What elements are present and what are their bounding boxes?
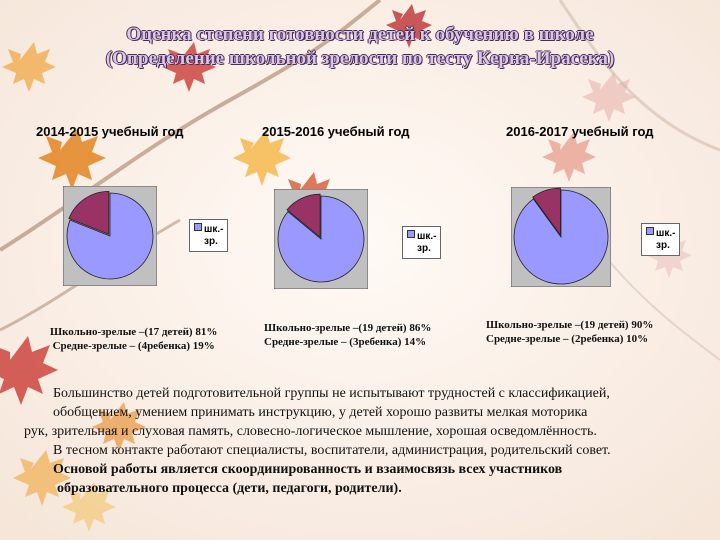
pie-chart-2016 (511, 187, 611, 287)
pie-slice-medium-ready (68, 190, 110, 235)
legend-swatch (194, 223, 202, 231)
paragraph-line: обобщением, умением принимать инструкцию… (53, 405, 588, 420)
chart-title-2016: 2016-2017 учебный год (506, 124, 654, 139)
chart-title-2014: 2014-2015 учебный год (36, 124, 184, 139)
legend-label: зр. (656, 240, 670, 251)
legend-label: шк.- (204, 224, 224, 235)
stats-line: Средне-зрелые – (3ребенка) 14% (264, 336, 427, 348)
stats-line: Школьно-зрелые –(19 детей) 90% (486, 319, 654, 331)
stats-2014: Школьно-зрелые –(17 детей) 81% Средне-зр… (50, 325, 217, 353)
legend-2016: шк.- зр. (641, 223, 681, 256)
page-title-line1: Оценка степени готовности детей к обучен… (126, 24, 594, 45)
pie-slice-medium-ready (532, 187, 561, 237)
legend-swatch (407, 230, 415, 238)
chart-title-2015: 2015-2016 учебный год (262, 124, 410, 139)
paragraph-line: Большинство детей подготовительной групп… (53, 386, 610, 401)
pie-chart-2015 (274, 189, 368, 289)
pie-slice-school-ready (66, 192, 154, 280)
legend-label: шк.- (656, 228, 676, 239)
stats-line: Школьно-зрелые –(17 детей) 81% (50, 326, 218, 338)
stats-line: Средне-зрелые – (4ребенка) 19% (52, 340, 215, 352)
paragraph-line-bold: Основой работы является скоординированно… (53, 462, 563, 477)
stats-2015: Школьно-зрелые –(19 детей) 86% Средне-зр… (264, 321, 431, 349)
paragraph-line-bold: образовательного процесса (дети, педагог… (57, 481, 402, 496)
legend-swatch (646, 227, 654, 235)
legend-label: зр. (417, 243, 431, 254)
stats-line: Средне-зрелые – (2ребенка) 10% (486, 333, 649, 345)
pie-slice-school-ready (513, 189, 609, 285)
paragraph-line: В тесном контакте работают специалисты, … (53, 443, 611, 458)
pie-chart-2014 (63, 186, 157, 286)
pie-slice-school-ready (277, 195, 365, 283)
stats-2016: Школьно-зрелые –(19 детей) 90% Средне-зр… (486, 318, 653, 346)
paragraph-line: рук, зрительная и слуховая память, слове… (24, 424, 597, 439)
pie-slice-medium-ready (286, 193, 321, 239)
stats-line: Школьно-зрелые –(19 детей) 86% (264, 322, 432, 334)
legend-2015: шк.- зр. (402, 226, 442, 259)
page-title-line2: (Определение школьной зрелости по тесту … (105, 48, 615, 69)
legend-label: зр. (204, 236, 218, 247)
legend-label: шк.- (417, 231, 437, 242)
legend-2014: шк.- зр. (189, 219, 229, 252)
